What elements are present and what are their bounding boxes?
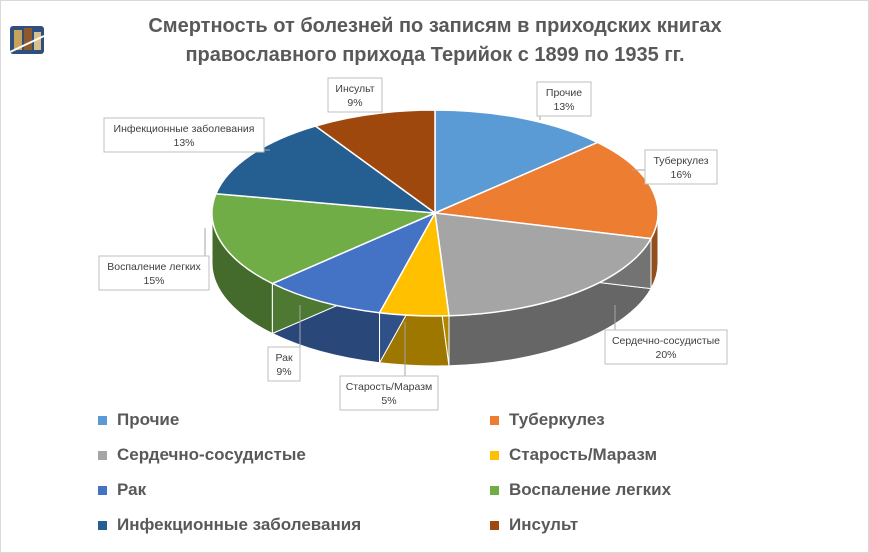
legend-item-3: Старость/Маразм (490, 445, 657, 465)
legend-label-6: Инфекционные заболевания (117, 515, 362, 534)
data-label-box-5 (98, 255, 210, 291)
chart-title-line-1: Смертность от болезней по записям в прих… (148, 15, 722, 37)
legend-swatch-6 (98, 520, 107, 530)
data-label-value-0: 13% (553, 101, 574, 113)
legend-label-1: Туберкулез (509, 410, 605, 429)
data-label-box-4 (267, 346, 301, 382)
pie-slice-6 (214, 125, 438, 214)
pie-top (211, 109, 659, 317)
legend-label-7: Инсульт (509, 515, 579, 534)
data-label-box-0 (536, 81, 592, 117)
data-label-name-0: Прочие (546, 87, 582, 99)
legend-swatch-4 (98, 485, 107, 495)
legend-label-3: Старость/Маразм (509, 445, 658, 464)
legend-swatch-5 (490, 485, 499, 495)
data-label-name-4: Рак (275, 352, 292, 364)
legend-swatch-0 (98, 415, 107, 425)
legend-item-4: Рак (98, 480, 146, 500)
legend-item-5: Воспаление легких (490, 480, 671, 500)
pie-slice-1 (432, 141, 659, 240)
pie-slice-4 (270, 211, 437, 314)
pie-slice-7 (313, 109, 436, 215)
data-label-name-2: Сердечно-сосудистые (612, 335, 720, 347)
legend-item-1: Туберкулез (490, 410, 605, 430)
data-label-value-4: 9% (276, 366, 291, 378)
data-label-box-7 (327, 77, 383, 113)
legend-item-6: Инфекционные заболевания (98, 515, 361, 535)
data-label-box-1 (644, 149, 718, 185)
data-label-box-2 (604, 329, 728, 365)
data-label-name-1: Туберкулез (653, 155, 708, 167)
legend-label-4: Рак (117, 480, 147, 499)
legend-label-2: Сердечно-сосудистые (117, 445, 306, 464)
data-labels: Прочие 13% Туберкулез 16% Сердечно-сосудисты… (98, 77, 728, 411)
legend-swatch-2 (98, 450, 107, 460)
data-label-value-7: 9% (347, 97, 362, 109)
data-label-value-1: 16% (670, 169, 691, 181)
legend-label-5: Воспаление легких (509, 480, 672, 499)
chart-title: Смертность от болезней по записям в прих… (60, 12, 810, 70)
pie-slice-0 (434, 109, 600, 215)
data-label-value-3: 5% (381, 395, 396, 407)
data-label-name-5: Воспаление легких (107, 261, 201, 273)
data-label-name-7: Инсульт (335, 83, 374, 95)
data-label-value-5: 15% (143, 275, 164, 287)
data-label-name-3: Старость/Маразм (346, 381, 433, 393)
legend-item-7: Инсульт (490, 515, 578, 535)
data-label-box-6 (103, 117, 265, 153)
legend-swatch-3 (490, 450, 499, 460)
legend-swatch-7 (490, 520, 499, 530)
legend-item-0: Прочие (98, 410, 179, 430)
data-label-name-6: Инфекционные заболевания (114, 123, 255, 135)
logo-icon (9, 26, 45, 54)
chart-title-line-2: православного прихода Терийок с 1899 по … (185, 44, 685, 66)
data-label-box-3 (339, 375, 439, 411)
legend-label-0: Прочие (117, 410, 180, 429)
data-label-value-2: 20% (655, 349, 676, 361)
pie-slice-2 (434, 212, 653, 317)
pie-slice-5 (211, 192, 436, 285)
data-label-value-6: 13% (173, 137, 194, 149)
legend-item-2: Сердечно-сосудистые (98, 445, 306, 465)
legend-swatch-1 (490, 415, 499, 425)
